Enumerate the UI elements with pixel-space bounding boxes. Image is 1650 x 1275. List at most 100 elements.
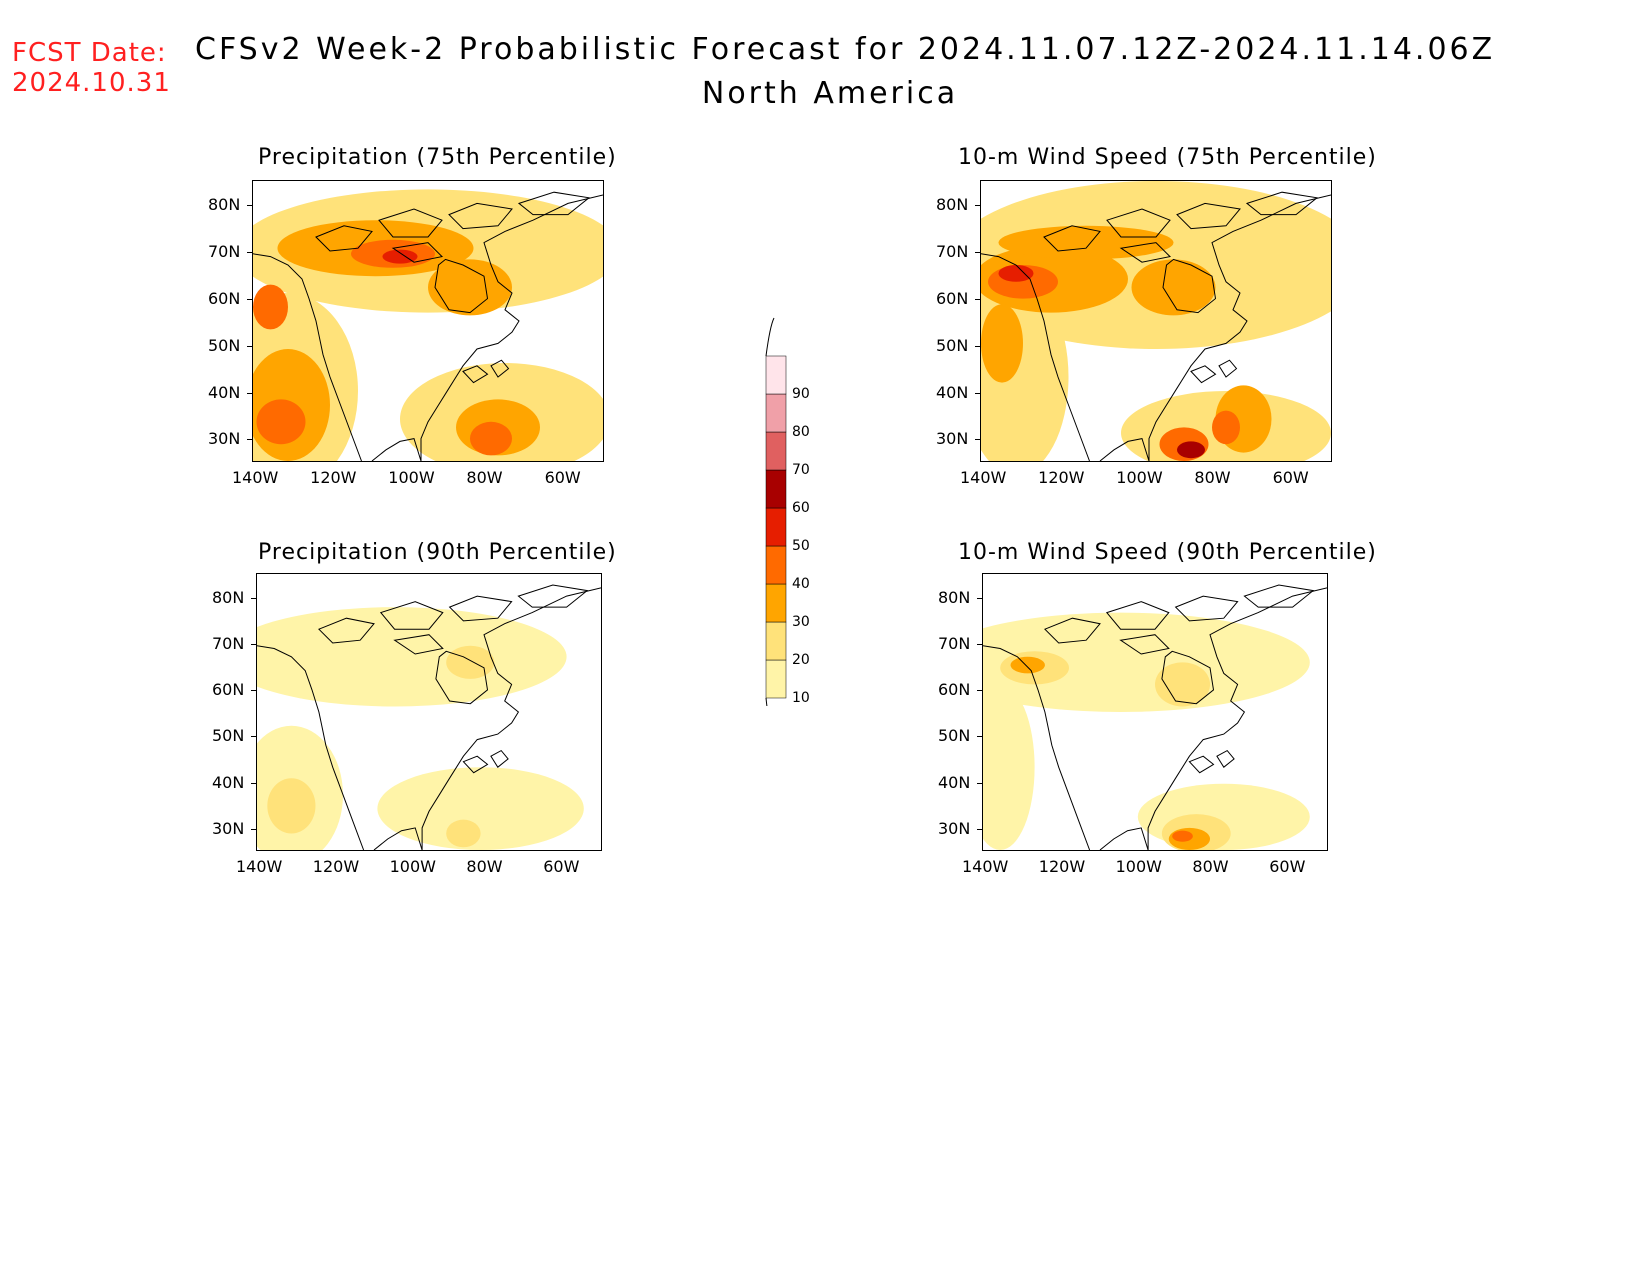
field-contour-8 <box>256 399 306 445</box>
coastline-2 <box>373 827 423 850</box>
lat-tick <box>251 690 256 692</box>
lat-label-30n: 30N <box>936 429 969 449</box>
lat-tick <box>977 782 982 784</box>
island-outline-6 <box>462 755 489 774</box>
lat-tick <box>251 736 256 738</box>
coastline-0 <box>253 253 362 461</box>
island-outline-3 <box>448 595 513 622</box>
island-outline-0 <box>435 650 489 705</box>
map-field-w75 <box>981 181 1331 461</box>
field-contour-10 <box>253 284 288 330</box>
island-outline-5 <box>1243 584 1315 608</box>
lat-label-60n: 60N <box>938 680 971 700</box>
lon-label-120w: 120W <box>1038 468 1085 487</box>
lat-label-60n: 60N <box>936 289 969 308</box>
lon-label-60w: 60W <box>544 468 581 487</box>
field-contour-10 <box>1212 410 1240 445</box>
island-outline-2 <box>1105 601 1170 630</box>
colorbar-bottom-cap <box>765 697 768 706</box>
island-outline-5 <box>517 191 591 216</box>
lat-label-50n: 50N <box>208 335 241 355</box>
map-wind-90 <box>982 573 1328 851</box>
field-contour-11 <box>998 265 1034 282</box>
lat-label-80n: 80N <box>936 195 969 215</box>
coastline-2 <box>1099 827 1149 850</box>
coastline-2 <box>1099 438 1150 461</box>
field-contour-11 <box>382 249 418 264</box>
coastline-0 <box>981 253 1090 461</box>
lat-tick <box>975 252 980 254</box>
colorbar-segment-3 <box>765 545 787 585</box>
field-contour-12 <box>1177 441 1205 459</box>
island-outline-7 <box>490 359 510 378</box>
field-contour-5 <box>446 645 495 679</box>
field-contour-1 <box>983 684 1035 850</box>
colorbar-label-70: 70 <box>792 462 810 478</box>
field-contour-6 <box>428 259 512 316</box>
field-contour-4 <box>1131 259 1216 316</box>
colorbar-segment-1 <box>765 621 787 661</box>
colorbar-segment-7 <box>765 393 787 433</box>
island-outline-1 <box>1043 225 1101 252</box>
island-outline-3 <box>448 202 513 230</box>
lat-label-80n: 80N <box>208 195 241 215</box>
island-outline-4 <box>393 634 444 655</box>
colorbar-label-30: 30 <box>792 614 810 630</box>
island-outline-4 <box>1119 634 1170 655</box>
lat-tick <box>977 736 982 738</box>
coastline-1 <box>1148 194 1331 461</box>
lat-tick <box>975 439 980 441</box>
field-contour-5 <box>1155 662 1211 707</box>
island-outline-5 <box>1245 191 1319 216</box>
lat-tick <box>977 598 982 600</box>
lon-label-60w: 60W <box>1269 857 1306 876</box>
lat-tick <box>977 828 982 830</box>
lat-label-30n: 30N <box>208 429 241 449</box>
colorbar-label-50: 50 <box>792 538 810 554</box>
lat-label-70n: 70N <box>936 242 969 262</box>
island-outline-1 <box>315 225 373 252</box>
lat-label-30n: 30N <box>212 818 245 838</box>
lat-tick <box>251 644 256 646</box>
lon-label-100w: 100W <box>1115 857 1162 876</box>
lon-label-120w: 120W <box>1038 857 1086 876</box>
panel-title-wind-75: 10-m Wind Speed (75th Percentile) <box>958 145 1377 170</box>
island-outline-7 <box>1216 749 1235 768</box>
coastline-0 <box>983 645 1091 850</box>
lat-tick <box>977 644 982 646</box>
lat-tick <box>975 345 980 347</box>
lat-label-60n: 60N <box>208 289 241 308</box>
page-title: CFSv2 Week-2 Probabilistic Forecast for … <box>195 32 1496 67</box>
island-outline-7 <box>1218 359 1238 378</box>
lat-label-50n: 50N <box>212 726 245 746</box>
lat-label-40n: 40N <box>936 382 969 402</box>
coastline-2 <box>371 438 422 461</box>
lat-label-70n: 70N <box>208 242 241 262</box>
lon-label-60w: 60W <box>543 857 580 876</box>
coastline-0 <box>257 645 365 850</box>
lat-tick <box>251 782 256 784</box>
colorbar-segment-8 <box>765 355 787 395</box>
lat-label-40n: 40N <box>212 772 245 792</box>
island-outline-0 <box>1162 258 1217 314</box>
island-outline-0 <box>434 258 489 314</box>
lat-tick <box>251 598 256 600</box>
lat-tick <box>975 392 980 394</box>
lat-label-70n: 70N <box>938 634 971 654</box>
lat-tick <box>975 299 980 300</box>
lon-label-120w: 120W <box>310 468 357 487</box>
colorbar-label-10: 10 <box>792 690 810 706</box>
island-outline-0 <box>1161 650 1215 705</box>
lat-label-70n: 70N <box>212 634 245 654</box>
field-contour-4 <box>446 819 481 848</box>
island-outline-2 <box>379 601 444 630</box>
coastline-1 <box>420 194 603 461</box>
lat-label-80n: 80N <box>938 588 971 608</box>
colorbar-segment-2 <box>765 583 787 623</box>
lon-label-80w: 80W <box>466 857 503 876</box>
colorbar-label-40: 40 <box>792 576 810 592</box>
coastline-1 <box>1147 587 1327 850</box>
lat-tick <box>251 828 256 830</box>
island-outline-2 <box>378 208 443 238</box>
lat-tick <box>247 439 252 441</box>
